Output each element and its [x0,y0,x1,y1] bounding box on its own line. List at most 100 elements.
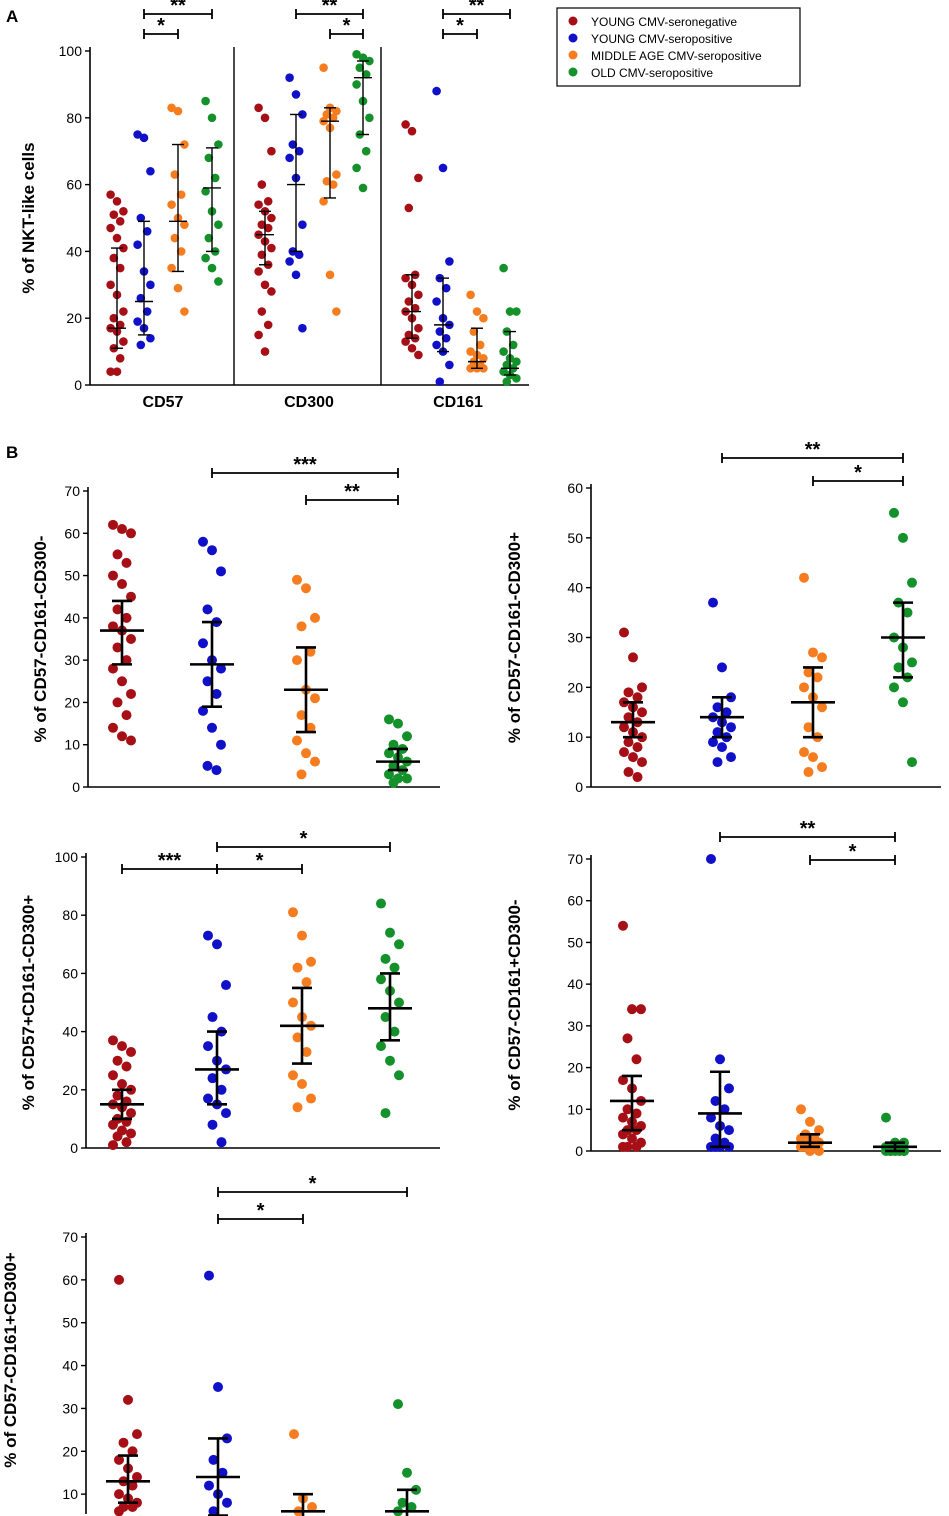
panel-a-data-point [499,367,508,376]
panel-b1-data-point [296,710,307,721]
panel-b2-data-point [726,722,736,733]
panel-b3-data-point [126,1108,136,1119]
panel-b1-data-point [305,646,316,657]
panel-a-data-point [502,377,512,386]
panel-b2-data-point [799,572,809,583]
panel-b1-data-point [310,756,320,767]
panel-a-tick-label: 100 [59,43,83,59]
panel-b1-data-point [117,731,127,742]
panel-b1-data-point [126,735,136,746]
panel-b1-tick-label: 50 [64,568,80,584]
panel-b3-data-point [301,977,312,988]
panel-b1-data-point [121,612,132,623]
panel-b1-data-point [384,714,394,725]
panel-b2-significance-label: * [854,462,862,484]
panel-b5-data-point [127,1480,138,1491]
panel-a-data-point [133,240,142,250]
panel-b5-data-point [123,1394,133,1405]
panel-b3-data-point [117,1041,127,1052]
panel-a-data-point [210,173,220,183]
panel-a-data-point [352,50,361,59]
panel-a-data-point [201,186,210,196]
panel-a-data-point [115,320,125,330]
panel-a-data-point [133,317,142,326]
panel-b3-data-point [292,1032,303,1043]
panel-a-category-label: CD161 [433,394,483,411]
legend-marker-old-seropositive [568,67,578,77]
panel-b5-data-point [217,1467,228,1478]
panel-a-data-point [432,86,441,96]
panel-a-data-point [115,217,125,226]
panel-b1-data-point [108,621,118,632]
panel-b1-data-point [126,634,136,644]
panel-b2-data-point [632,742,643,753]
panel-a-data-point [214,140,223,149]
panel-b2-tick-label: 30 [567,630,583,646]
panel-b4-data-point [796,1104,806,1115]
panel-b2-data-point [637,757,647,768]
panel-a-data-point [112,367,122,376]
panel-a-data-point [361,146,371,156]
panel-b3-data-point [121,1137,132,1148]
panel-b1-data-point [198,536,208,547]
panel-b1-data-point [117,524,127,535]
panel-a-data-point [472,307,482,316]
panel-a-data-point [466,347,475,356]
panel-a-data-point [257,220,267,229]
panel-b3-data-point [292,962,303,973]
panel-a-data-point [201,253,210,263]
panel-b1-data-point [211,688,222,699]
panel-b2-data-point [907,657,917,668]
panel-b2-data-point [623,737,634,748]
panel-b2-data-point [893,662,904,673]
panel-b3-data-point [394,939,404,950]
panel-a-data-point [257,180,267,189]
panel-b2-tick-label: 10 [567,729,583,745]
panel-a-data-point [119,337,128,346]
panel-b3-significance-label: *** [158,850,182,872]
panel-b1-data-point [198,705,208,716]
panel-b5-tick-label: 70 [62,1229,78,1245]
panel-a-data-point [136,340,146,350]
panel-b2-tick-label: 60 [567,480,583,496]
panel-b1-data-point [121,710,132,721]
panel-b2-data-point [717,742,727,753]
panel-b2-data-point [726,752,736,763]
panel-a-data-point [414,173,423,183]
legend-marker-young-seropositive [568,33,578,43]
panel-b1-data-point [108,570,118,581]
panel-b3-tick-label: 40 [62,1024,78,1040]
panel-b2-data-point [808,752,818,763]
panel-b4-data-point [627,1133,637,1144]
panel-b3-data-point [288,1070,298,1081]
panel-b2-data-point [902,607,913,618]
panel-a-data-point [414,290,423,300]
panel-b1-data-point [310,693,320,704]
panel-b1-tick-label: 30 [64,652,80,668]
panel-a-data-point [112,233,122,243]
panel-b2-data-point [712,757,723,768]
panel-b2-data-point [637,682,647,693]
panel-b1-data-point [216,566,226,577]
panel-b1-data-point [292,735,302,746]
panel-b5-tick-label: 40 [62,1358,78,1374]
panel-a-data-point [328,180,338,189]
panel-a-data-point [512,357,521,366]
panel-label-a: A [6,7,18,26]
panel-b2-data-point [803,667,814,678]
panel-b3-data-point [108,1035,118,1046]
panel-a-category-label: CD57 [143,394,184,411]
panel-b3-data-point [203,1093,213,1104]
panel-b4-data-point [814,1146,824,1156]
panel-b5-data-point [222,1497,232,1508]
panel-b5-significance-label: * [257,1200,265,1222]
panel-b3-data-point [221,980,231,991]
panel-a-data-point [401,120,410,129]
panel-a-data-point [288,140,298,149]
panel-b2-data-point [619,627,629,638]
panel-a-data-point [176,190,186,199]
panel-b1-significance-label: ** [344,481,360,503]
panel-b5-y-axis-label: % of CD57-CD161+CD300+ [1,1252,20,1467]
panel-b4-data-point [706,1112,716,1123]
panel-b1-data-point [207,545,217,556]
